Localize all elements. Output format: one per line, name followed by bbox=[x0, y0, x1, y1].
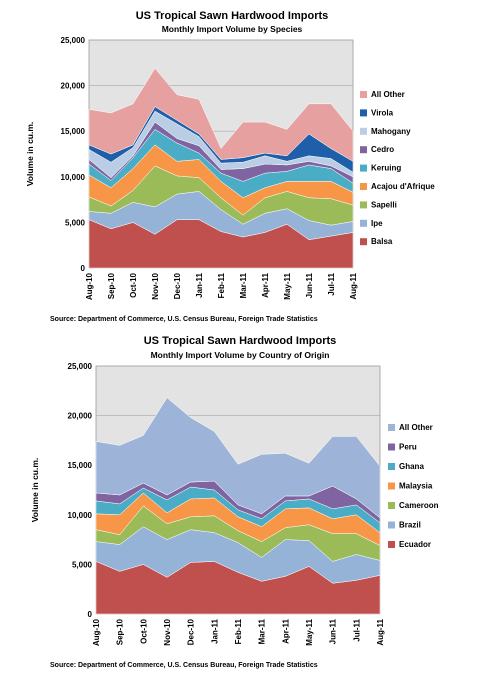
legend-swatch-malaysia bbox=[388, 482, 395, 490]
x-tick-label: Feb-11 bbox=[234, 618, 243, 644]
x-tick-label: Oct-10 bbox=[139, 618, 148, 643]
legend-swatch-ecuador bbox=[388, 541, 395, 548]
x-tick-label: Mar-11 bbox=[258, 618, 267, 644]
x-tick-label: Aug-10 bbox=[85, 272, 94, 300]
legend-label-malaysia: Malaysia bbox=[399, 482, 433, 491]
legend-label-sapelli: Sapelli bbox=[371, 200, 397, 209]
chart-source: Source: Department of Commerce, U.S. Cen… bbox=[50, 316, 318, 323]
x-tick-label: Nov-10 bbox=[151, 272, 160, 299]
y-tick-label: 10,000 bbox=[61, 173, 86, 182]
x-tick-label: Aug-11 bbox=[349, 272, 358, 299]
area-all-other bbox=[88, 67, 354, 162]
chart-subtitle: Monthly Import Volume by Country of Orig… bbox=[151, 350, 330, 360]
legend-swatch-all-other bbox=[360, 91, 367, 98]
y-tick-label: 10,000 bbox=[68, 511, 93, 520]
legend-swatch-mahogany bbox=[360, 127, 367, 135]
legend-label-ecuador: Ecuador bbox=[399, 540, 431, 549]
x-tick-label: Jun-11 bbox=[305, 272, 314, 298]
x-tick-label: Jul-11 bbox=[352, 618, 361, 641]
legend-swatch-sapelli bbox=[360, 201, 367, 209]
legend-label-acajou-d-afrique: Acajou d'Afrique bbox=[371, 182, 435, 191]
legend-swatch-ipe bbox=[360, 219, 367, 227]
x-tick-label: Jan-11 bbox=[210, 618, 219, 643]
y-tick-label: 25,000 bbox=[61, 36, 86, 45]
y-tick-label: 15,000 bbox=[68, 461, 93, 470]
x-tick-label: Nov-10 bbox=[163, 618, 172, 645]
legend-label-mahogany: Mahogany bbox=[371, 127, 411, 136]
country-chart: US Tropical Sawn Hardwood Imports Monthly… bbox=[30, 335, 439, 669]
legend-label-keruing: Keruing bbox=[371, 164, 401, 173]
chart-title: US Tropical Sawn Hardwood Imports bbox=[136, 10, 329, 22]
legend-label-cedro: Cedro bbox=[371, 145, 394, 154]
legend-swatch-cedro bbox=[360, 146, 367, 154]
chart-title: US Tropical Sawn Hardwood Imports bbox=[144, 335, 337, 347]
legend-swatch-peru bbox=[388, 443, 395, 451]
x-tick-label: Sep-10 bbox=[116, 618, 125, 645]
x-tick-label: May-11 bbox=[283, 272, 292, 299]
x-tick-label: Dec-10 bbox=[187, 618, 196, 645]
legend-swatch-keruing bbox=[360, 164, 367, 172]
legend-label-ipe: Ipe bbox=[371, 219, 383, 228]
x-tick-label: Jun-11 bbox=[329, 618, 338, 644]
x-tick-label: Dec-10 bbox=[173, 272, 182, 299]
legend-label-peru: Peru bbox=[399, 443, 417, 452]
y-tick-label: 0 bbox=[81, 264, 86, 273]
y-axis-label: Volume in cu.m. bbox=[30, 458, 40, 523]
y-tick-label: 15,000 bbox=[61, 127, 86, 136]
chart-source: Source: Department of Commerce, U.S. Cen… bbox=[50, 662, 318, 669]
legend-label-ghana: Ghana bbox=[399, 462, 424, 471]
legend-label-virola: Virola bbox=[371, 108, 394, 117]
y-tick-label: 5,000 bbox=[65, 218, 86, 227]
y-tick-label: 20,000 bbox=[68, 412, 93, 421]
y-tick-label: 20,000 bbox=[61, 82, 86, 91]
x-tick-label: Apr-11 bbox=[261, 272, 270, 297]
x-tick-label: Mar-11 bbox=[239, 272, 248, 298]
legend-swatch-brazil bbox=[388, 521, 395, 529]
legend-label-all-other: All Other bbox=[399, 423, 433, 432]
legend-label-all-other: All Other bbox=[371, 90, 405, 99]
y-axis-label: Volume in cu.m. bbox=[25, 122, 35, 187]
legend-swatch-virola bbox=[360, 109, 367, 117]
legend-swatch-ghana bbox=[388, 463, 395, 470]
legend-label-cameroon: Cameroon bbox=[399, 501, 439, 510]
legend-label-balsa: Balsa bbox=[371, 237, 393, 246]
y-tick-label: 0 bbox=[88, 610, 93, 619]
x-tick-label: Aug-10 bbox=[92, 618, 101, 646]
y-tick-label: 5,000 bbox=[72, 560, 93, 569]
area-all-other bbox=[95, 397, 381, 519]
x-tick-label: May-11 bbox=[305, 618, 314, 645]
y-tick-label: 25,000 bbox=[68, 362, 93, 371]
x-tick-label: Feb-11 bbox=[217, 272, 226, 298]
x-tick-label: Sep-10 bbox=[107, 272, 116, 299]
legend-label-brazil: Brazil bbox=[399, 521, 421, 530]
legend-swatch-cameroon bbox=[388, 502, 395, 509]
x-tick-label: Jul-11 bbox=[327, 272, 336, 295]
legend-swatch-all-other bbox=[388, 424, 395, 431]
chart-subtitle: Monthly Import Volume by Species bbox=[162, 24, 303, 34]
x-tick-label: Apr-11 bbox=[281, 618, 290, 643]
x-tick-label: Oct-10 bbox=[129, 272, 138, 297]
legend-swatch-acajou-d-afrique bbox=[360, 183, 367, 190]
legend-swatch-balsa bbox=[360, 238, 367, 246]
x-tick-label: Jan-11 bbox=[195, 272, 204, 297]
x-tick-label: Aug-11 bbox=[376, 618, 385, 645]
species-chart: US Tropical Sawn Hardwood Imports Monthly… bbox=[25, 10, 435, 323]
